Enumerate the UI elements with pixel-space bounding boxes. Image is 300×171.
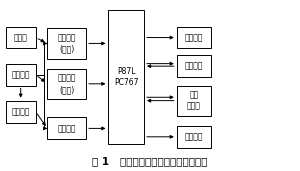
Text: 缺相保护: 缺相保护 [58,124,76,133]
FancyBboxPatch shape [177,27,211,49]
Text: 信号处理
(幅度): 信号处理 (幅度) [58,33,76,54]
Text: 键盘接口: 键盘接口 [184,62,203,71]
FancyBboxPatch shape [47,28,86,59]
FancyBboxPatch shape [177,126,211,148]
Text: 三相电源: 三相电源 [11,70,30,79]
FancyBboxPatch shape [6,101,36,122]
Text: 传感器: 传感器 [14,33,28,42]
Text: 时钟
存储器: 时钟 存储器 [187,91,201,111]
FancyBboxPatch shape [6,64,36,86]
Text: 显示电路: 显示电路 [184,33,203,42]
FancyBboxPatch shape [47,117,86,139]
FancyBboxPatch shape [177,86,211,116]
FancyBboxPatch shape [177,55,211,77]
Text: P87L
PC767: P87L PC767 [114,67,139,87]
FancyBboxPatch shape [108,10,144,144]
Text: 图 1   智能型剩余电流保护器系统框图: 图 1 智能型剩余电流保护器系统框图 [92,156,208,166]
Text: 信号处理
(相位): 信号处理 (相位) [58,74,76,94]
FancyBboxPatch shape [47,69,86,99]
FancyBboxPatch shape [6,27,36,49]
Text: 出口控制: 出口控制 [184,132,203,141]
Text: 直流电源: 直流电源 [11,107,30,116]
